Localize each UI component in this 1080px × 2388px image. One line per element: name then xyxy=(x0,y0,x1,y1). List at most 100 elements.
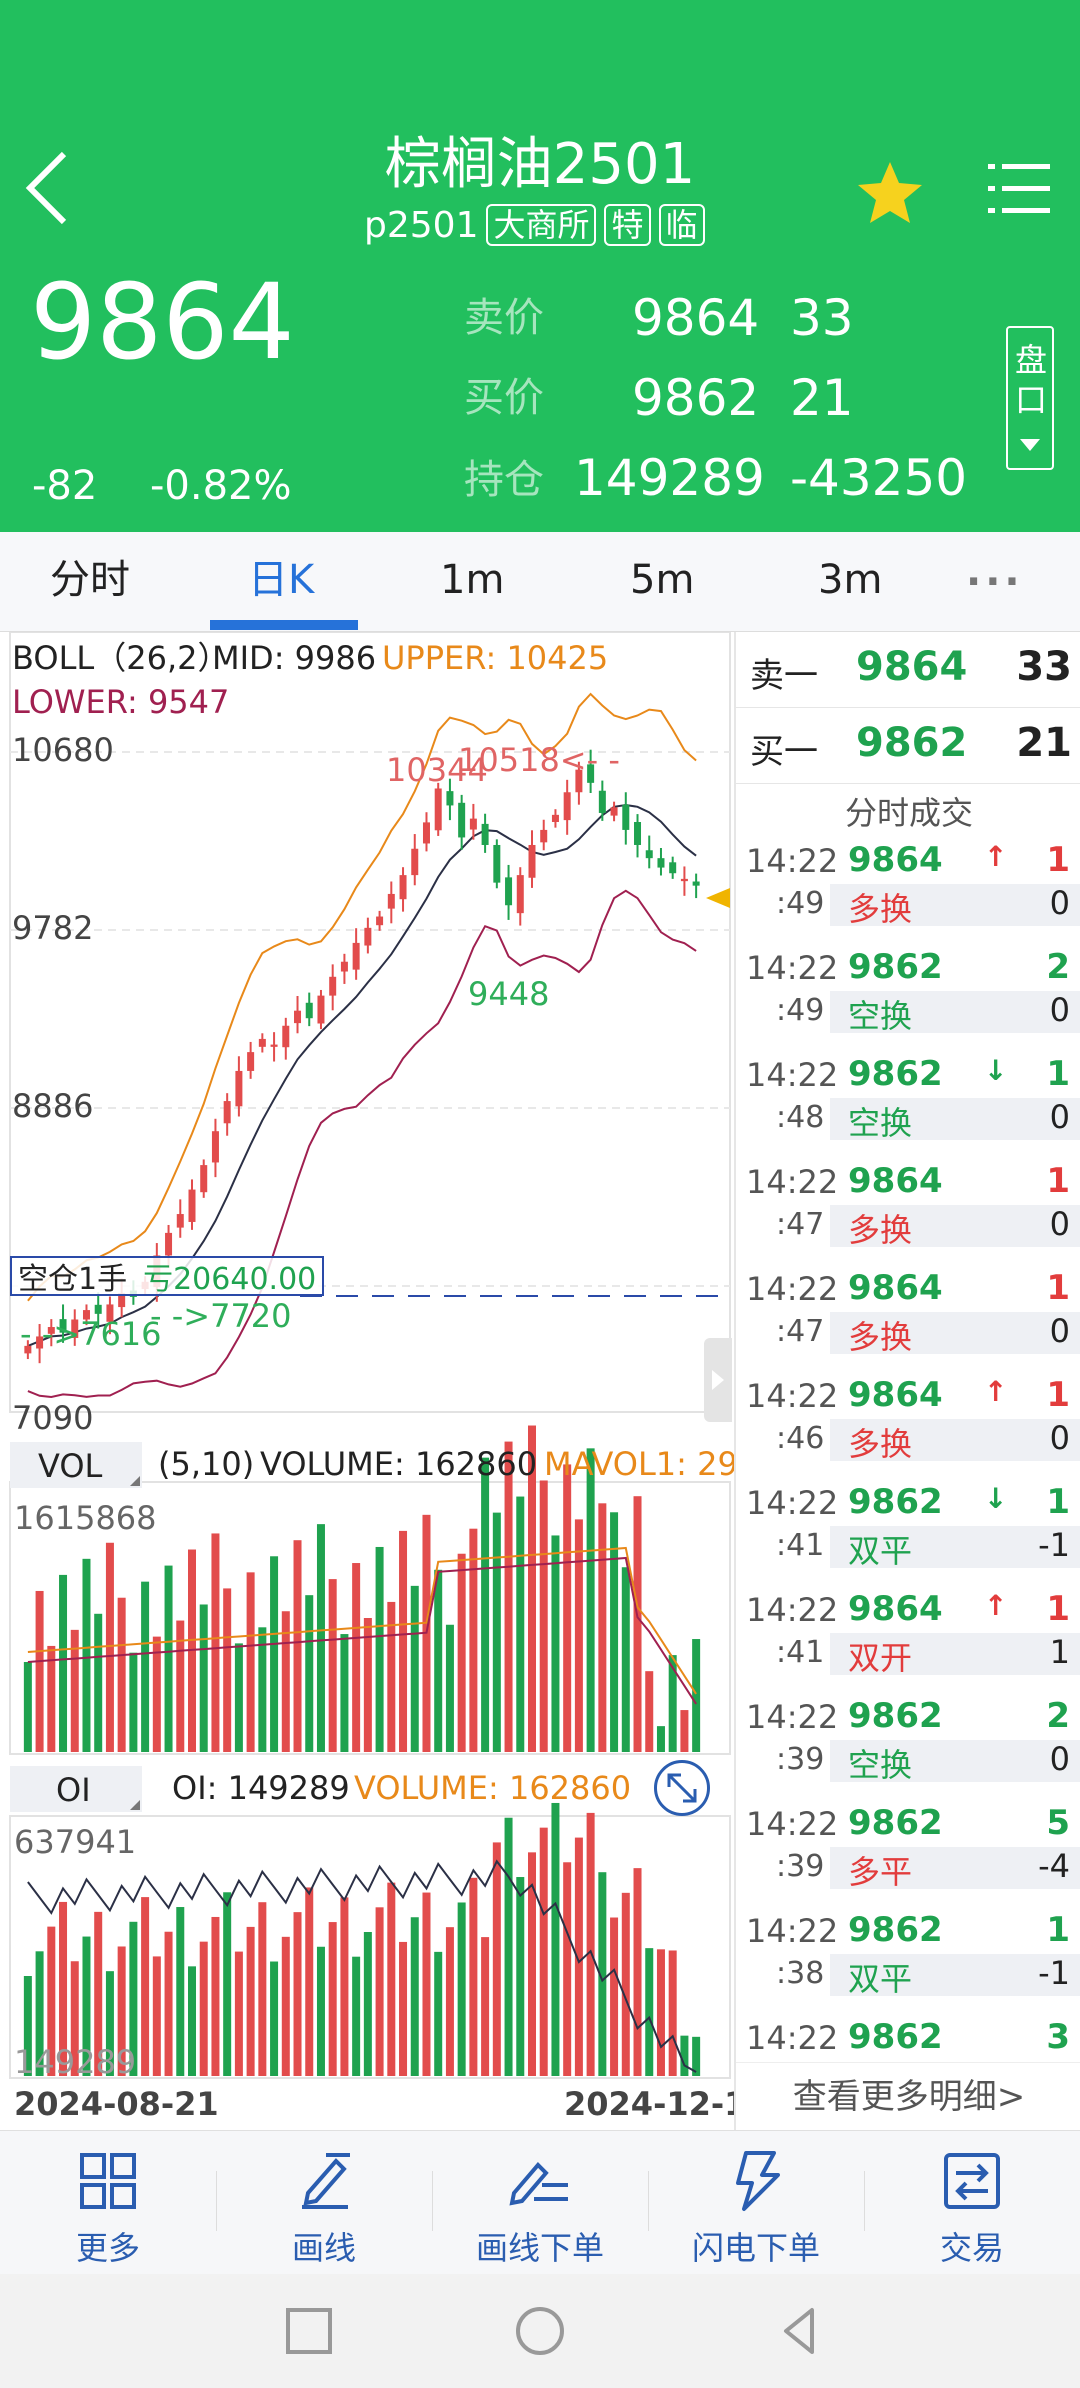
trade-button[interactable]: 交易 xyxy=(864,2131,1080,2275)
y-tick-label: 9782 xyxy=(12,909,94,947)
candle-body xyxy=(493,844,501,883)
candle-body xyxy=(481,823,489,845)
more-button[interactable]: 更多 xyxy=(0,2131,216,2275)
oi-indicator-button[interactable]: OI xyxy=(10,1766,142,1812)
oi-bar xyxy=(528,1852,536,2076)
tick-time: 14:22 xyxy=(746,1270,839,1308)
flash-order-button[interactable]: 闪电下单 xyxy=(648,2131,864,2275)
candle-body xyxy=(645,850,653,859)
trade-label: 交易 xyxy=(939,2229,1004,2267)
ask-row[interactable]: 卖一 9864 33 xyxy=(736,632,1080,708)
tick-price: 9864 xyxy=(848,1589,943,1629)
candle-body xyxy=(622,804,630,830)
tick-time: 14:22 xyxy=(746,1056,839,1094)
tick-oi-change: -1 xyxy=(1038,1954,1070,1992)
volume-bar xyxy=(82,1558,91,1752)
tick-price: 9864 xyxy=(848,840,943,880)
tick-volume: 1 xyxy=(1046,1161,1070,1201)
tick-seconds: :39 xyxy=(776,1849,825,1884)
contract-subtitle: p2501 大商所 特 临 xyxy=(364,200,705,250)
volume-bar xyxy=(621,1567,630,1752)
draw-line-order-button[interactable]: 画线下单 xyxy=(432,2131,648,2275)
tick-price: 9862 xyxy=(848,2017,943,2057)
position-box[interactable]: 空仓1手 亏20640.00 xyxy=(10,1256,325,1297)
expand-icon[interactable] xyxy=(654,1760,710,1816)
volume-bar xyxy=(539,1480,548,1752)
grid-icon xyxy=(80,2153,136,2209)
oi-bar xyxy=(504,1817,513,2076)
tab-5m[interactable]: 5m xyxy=(630,557,695,603)
boll-upper: UPPER: 10425 xyxy=(382,639,609,677)
candle-body xyxy=(387,893,395,909)
volume-bar xyxy=(551,1535,560,1752)
bid-label: 买价 xyxy=(464,375,544,421)
candle-body xyxy=(211,1131,219,1163)
ask-price: 9864 xyxy=(632,289,760,347)
candle-body xyxy=(634,822,642,845)
tick-row: 14:22:38 9862 1 双平 -1 xyxy=(736,1908,1080,2016)
oi-bar xyxy=(516,1877,525,2076)
tab-underline xyxy=(210,620,358,630)
tick-row: 14:22:39 9862 2 空换 0 xyxy=(736,1694,1080,1802)
oi-max-label: 637941 xyxy=(14,1823,137,1861)
candle-body xyxy=(446,791,454,806)
tick-time: 14:22 xyxy=(746,1912,839,1950)
tick-price: 9862 xyxy=(848,1054,943,1094)
more-detail-link[interactable]: 查看更多明细> xyxy=(736,2062,1080,2130)
candle-body xyxy=(657,858,665,868)
tick-time: 14:22 xyxy=(746,1484,839,1522)
candle-body xyxy=(317,995,325,1024)
candle-body xyxy=(422,822,430,844)
star-icon[interactable] xyxy=(856,160,924,226)
tick-band xyxy=(830,1312,1080,1354)
volume-bar xyxy=(504,1441,513,1752)
oi-bar xyxy=(199,1941,208,2076)
panel-handle[interactable] xyxy=(704,1338,732,1422)
tick-band xyxy=(830,1847,1080,1889)
oi-bar xyxy=(692,2036,701,2076)
draw-line-button[interactable]: 画线 xyxy=(216,2131,432,2275)
tick-band xyxy=(830,1419,1080,1461)
tick-oi-change: 0 xyxy=(1049,884,1070,922)
tick-band xyxy=(830,1740,1080,1782)
volume-bar xyxy=(199,1604,208,1752)
bid1-qty: 21 xyxy=(1016,720,1072,766)
bid1-label: 买一 xyxy=(750,732,818,772)
tab-fenshi[interactable]: 分时 xyxy=(50,557,130,603)
candle-body xyxy=(106,1304,114,1322)
bid1-price: 9862 xyxy=(856,720,968,766)
vol-max-label: 1615868 xyxy=(14,1499,157,1537)
tick-oi-change: 1 xyxy=(1049,1633,1070,1671)
last-price: 9864 xyxy=(30,261,295,383)
tick-volume: 1 xyxy=(1046,1268,1070,1308)
tick-type: 多换 xyxy=(848,1425,913,1463)
oi-bar xyxy=(457,1902,466,2076)
candle-body xyxy=(305,1002,313,1019)
pankou-button[interactable]: 盘口 xyxy=(1006,326,1054,470)
volume-bar xyxy=(363,1618,372,1752)
bottom-toolbar: 更多 画线 画线下单 闪电下单 xyxy=(0,2130,1080,2274)
vol-indicator-button[interactable]: VOL xyxy=(10,1442,142,1488)
tab-3m[interactable]: 3m xyxy=(818,557,883,603)
oi-bar xyxy=(410,1917,419,2076)
volume-bar xyxy=(328,1579,337,1752)
oi-label: 持仓 xyxy=(464,457,544,503)
tab-more[interactable]: ... xyxy=(966,549,1024,595)
tab-1m[interactable]: 1m xyxy=(440,557,505,603)
mavol1-line xyxy=(27,1546,697,1695)
tick-volume: 1 xyxy=(1046,1589,1070,1629)
oi-bar xyxy=(305,1887,314,2076)
candle-body xyxy=(94,1304,102,1314)
tab-daily-k[interactable]: 日K xyxy=(248,557,315,603)
bid-row[interactable]: 买一 9862 21 xyxy=(736,708,1080,784)
chart-canvas xyxy=(9,632,731,2079)
candle-body xyxy=(247,1052,255,1071)
volume-bar xyxy=(152,1636,161,1752)
kline-chart[interactable]: BOLL（26,2） MID: 9986 UPPER: 10425 LOWER:… xyxy=(0,632,769,2130)
menu-icon[interactable] xyxy=(988,160,1050,218)
tick-oi-change: 0 xyxy=(1049,1419,1070,1457)
exchange-tag: 大商所 xyxy=(486,204,597,246)
volume-bar xyxy=(656,1726,665,1752)
tick-oi-change: 0 xyxy=(1049,1740,1070,1778)
back-icon[interactable] xyxy=(22,148,82,228)
